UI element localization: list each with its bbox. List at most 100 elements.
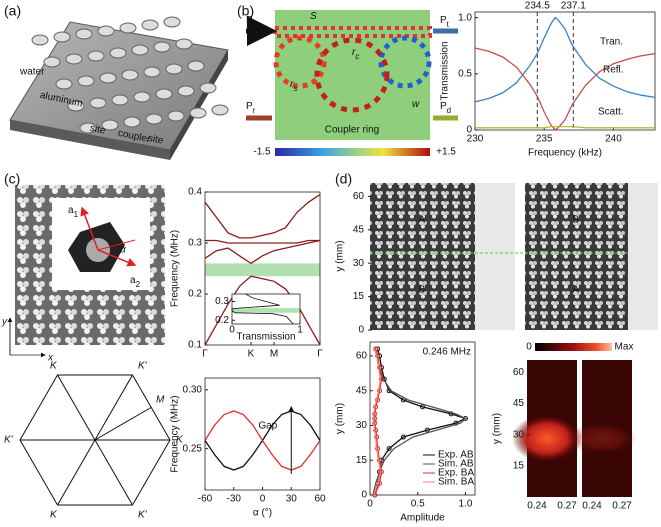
- ring: [273, 35, 327, 89]
- site-hole: [131, 44, 149, 56]
- band-gap: [205, 263, 320, 277]
- x-tick-label: 1.0: [459, 499, 473, 510]
- data-point: [386, 446, 392, 452]
- axis-label: x: [47, 353, 54, 364]
- annotation: 0.246 MHz: [423, 347, 471, 358]
- ring: [378, 35, 432, 89]
- port-label: Pd: [440, 101, 451, 115]
- panel-d-photos: [370, 183, 658, 330]
- x-tick-label: 0.24: [527, 501, 547, 512]
- site-hole: [167, 110, 185, 122]
- data-line: [204, 275, 321, 346]
- y-tick-label: 45: [513, 398, 525, 409]
- x-tick-label: -30: [227, 494, 242, 505]
- site-hole: [155, 88, 173, 100]
- site-hole: [187, 60, 205, 72]
- colorbar-label: 0: [526, 342, 532, 353]
- bz-point: M: [156, 395, 165, 406]
- port-label-base: P: [440, 101, 447, 112]
- y-axis-label: Frequency (MHz): [170, 230, 181, 307]
- x-tick-label: M: [270, 349, 278, 360]
- site-hole: [99, 72, 117, 84]
- site-hole: [175, 38, 193, 50]
- site-hole: [75, 28, 93, 40]
- site-hole: [163, 16, 181, 28]
- colorbar: [535, 343, 612, 351]
- bz-point: K: [50, 361, 58, 372]
- y-tick-label: 0.1: [188, 340, 202, 351]
- panel-label: (c): [4, 171, 20, 187]
- vector: [97, 249, 137, 267]
- brillouin-zone: [19, 374, 171, 506]
- legend-label: Exp. AB: [438, 450, 474, 461]
- field-map: [246, 10, 458, 156]
- site-label: A: [419, 215, 426, 226]
- y-tick-label: 0: [358, 325, 364, 336]
- heatmap-blob: [567, 422, 637, 455]
- photo: [370, 183, 475, 330]
- axis-label: y: [1, 317, 8, 328]
- y-tick-label: 45: [353, 224, 365, 235]
- axis-label: y (mm): [335, 240, 346, 271]
- site-label: B: [419, 285, 426, 296]
- data-line: [374, 348, 383, 496]
- plot-frame: [474, 11, 656, 131]
- y-axis-label: y (mm): [335, 403, 346, 434]
- x-axis-label: Transmission: [236, 332, 295, 343]
- y-tick-label: 1.0: [458, 12, 472, 23]
- y-tick-label: 60: [353, 191, 365, 202]
- vector-label-sub: 2: [136, 280, 141, 289]
- x-axis-label: Frequency (kHz): [528, 148, 602, 159]
- site-hole: [77, 75, 95, 87]
- x-tick-label: Γ: [317, 349, 323, 360]
- y-tick-label: 0: [361, 490, 367, 501]
- y-tick-label: 30: [513, 429, 525, 440]
- site-hole: [65, 53, 83, 65]
- site-hole: [143, 66, 161, 78]
- port-label-sub: d: [447, 106, 451, 115]
- angle-line: [97, 239, 136, 251]
- x-tick-label: 30: [286, 494, 298, 505]
- y-tick-label: 0.30: [183, 384, 203, 395]
- x-tick-label: 235: [536, 134, 553, 145]
- site-hole: [87, 50, 105, 62]
- photo: [525, 183, 628, 330]
- x-tick-label: 0.24: [582, 501, 602, 512]
- x-tick-label: Γ: [202, 349, 208, 360]
- y-tick-label: 15: [356, 455, 368, 466]
- site-label: B: [573, 215, 580, 226]
- data-line: [205, 239, 320, 244]
- site-hole: [31, 34, 49, 46]
- site-hole: [79, 122, 97, 134]
- symbol-label: w: [412, 99, 420, 110]
- x-tick-label: 0.5: [411, 499, 425, 510]
- colorbar-label: -1.5: [253, 147, 271, 158]
- series-label: Refl.: [603, 65, 624, 76]
- port-label-base: P: [246, 101, 253, 112]
- bz-point: K': [138, 361, 148, 372]
- site-hole: [111, 94, 129, 106]
- material-label: water: [19, 67, 45, 78]
- y-tick-label: 60: [356, 351, 368, 362]
- y-axis-label: y (mm): [492, 413, 503, 444]
- vector-label: a1: [68, 205, 79, 219]
- colorbar: [275, 148, 430, 156]
- site-hole: [121, 69, 139, 81]
- bz-point: K': [4, 435, 14, 446]
- site-hole: [199, 82, 217, 94]
- colorbar-label: Max: [615, 342, 634, 353]
- site-hole: [109, 47, 127, 59]
- symbol-label: S: [310, 11, 317, 22]
- x-tick-label: 240: [605, 134, 622, 145]
- plot-frame: [204, 377, 321, 491]
- reference-label: 237.1: [561, 1, 586, 12]
- site-hole: [67, 100, 85, 112]
- vector-label-base: a: [68, 205, 74, 216]
- site-hole: [89, 97, 107, 109]
- annotation: Gap: [258, 421, 277, 432]
- x-tick-label: 0: [229, 325, 235, 336]
- vector: [80, 206, 99, 251]
- legend-label: Sim. AB: [438, 459, 474, 470]
- data-line: [474, 47, 656, 131]
